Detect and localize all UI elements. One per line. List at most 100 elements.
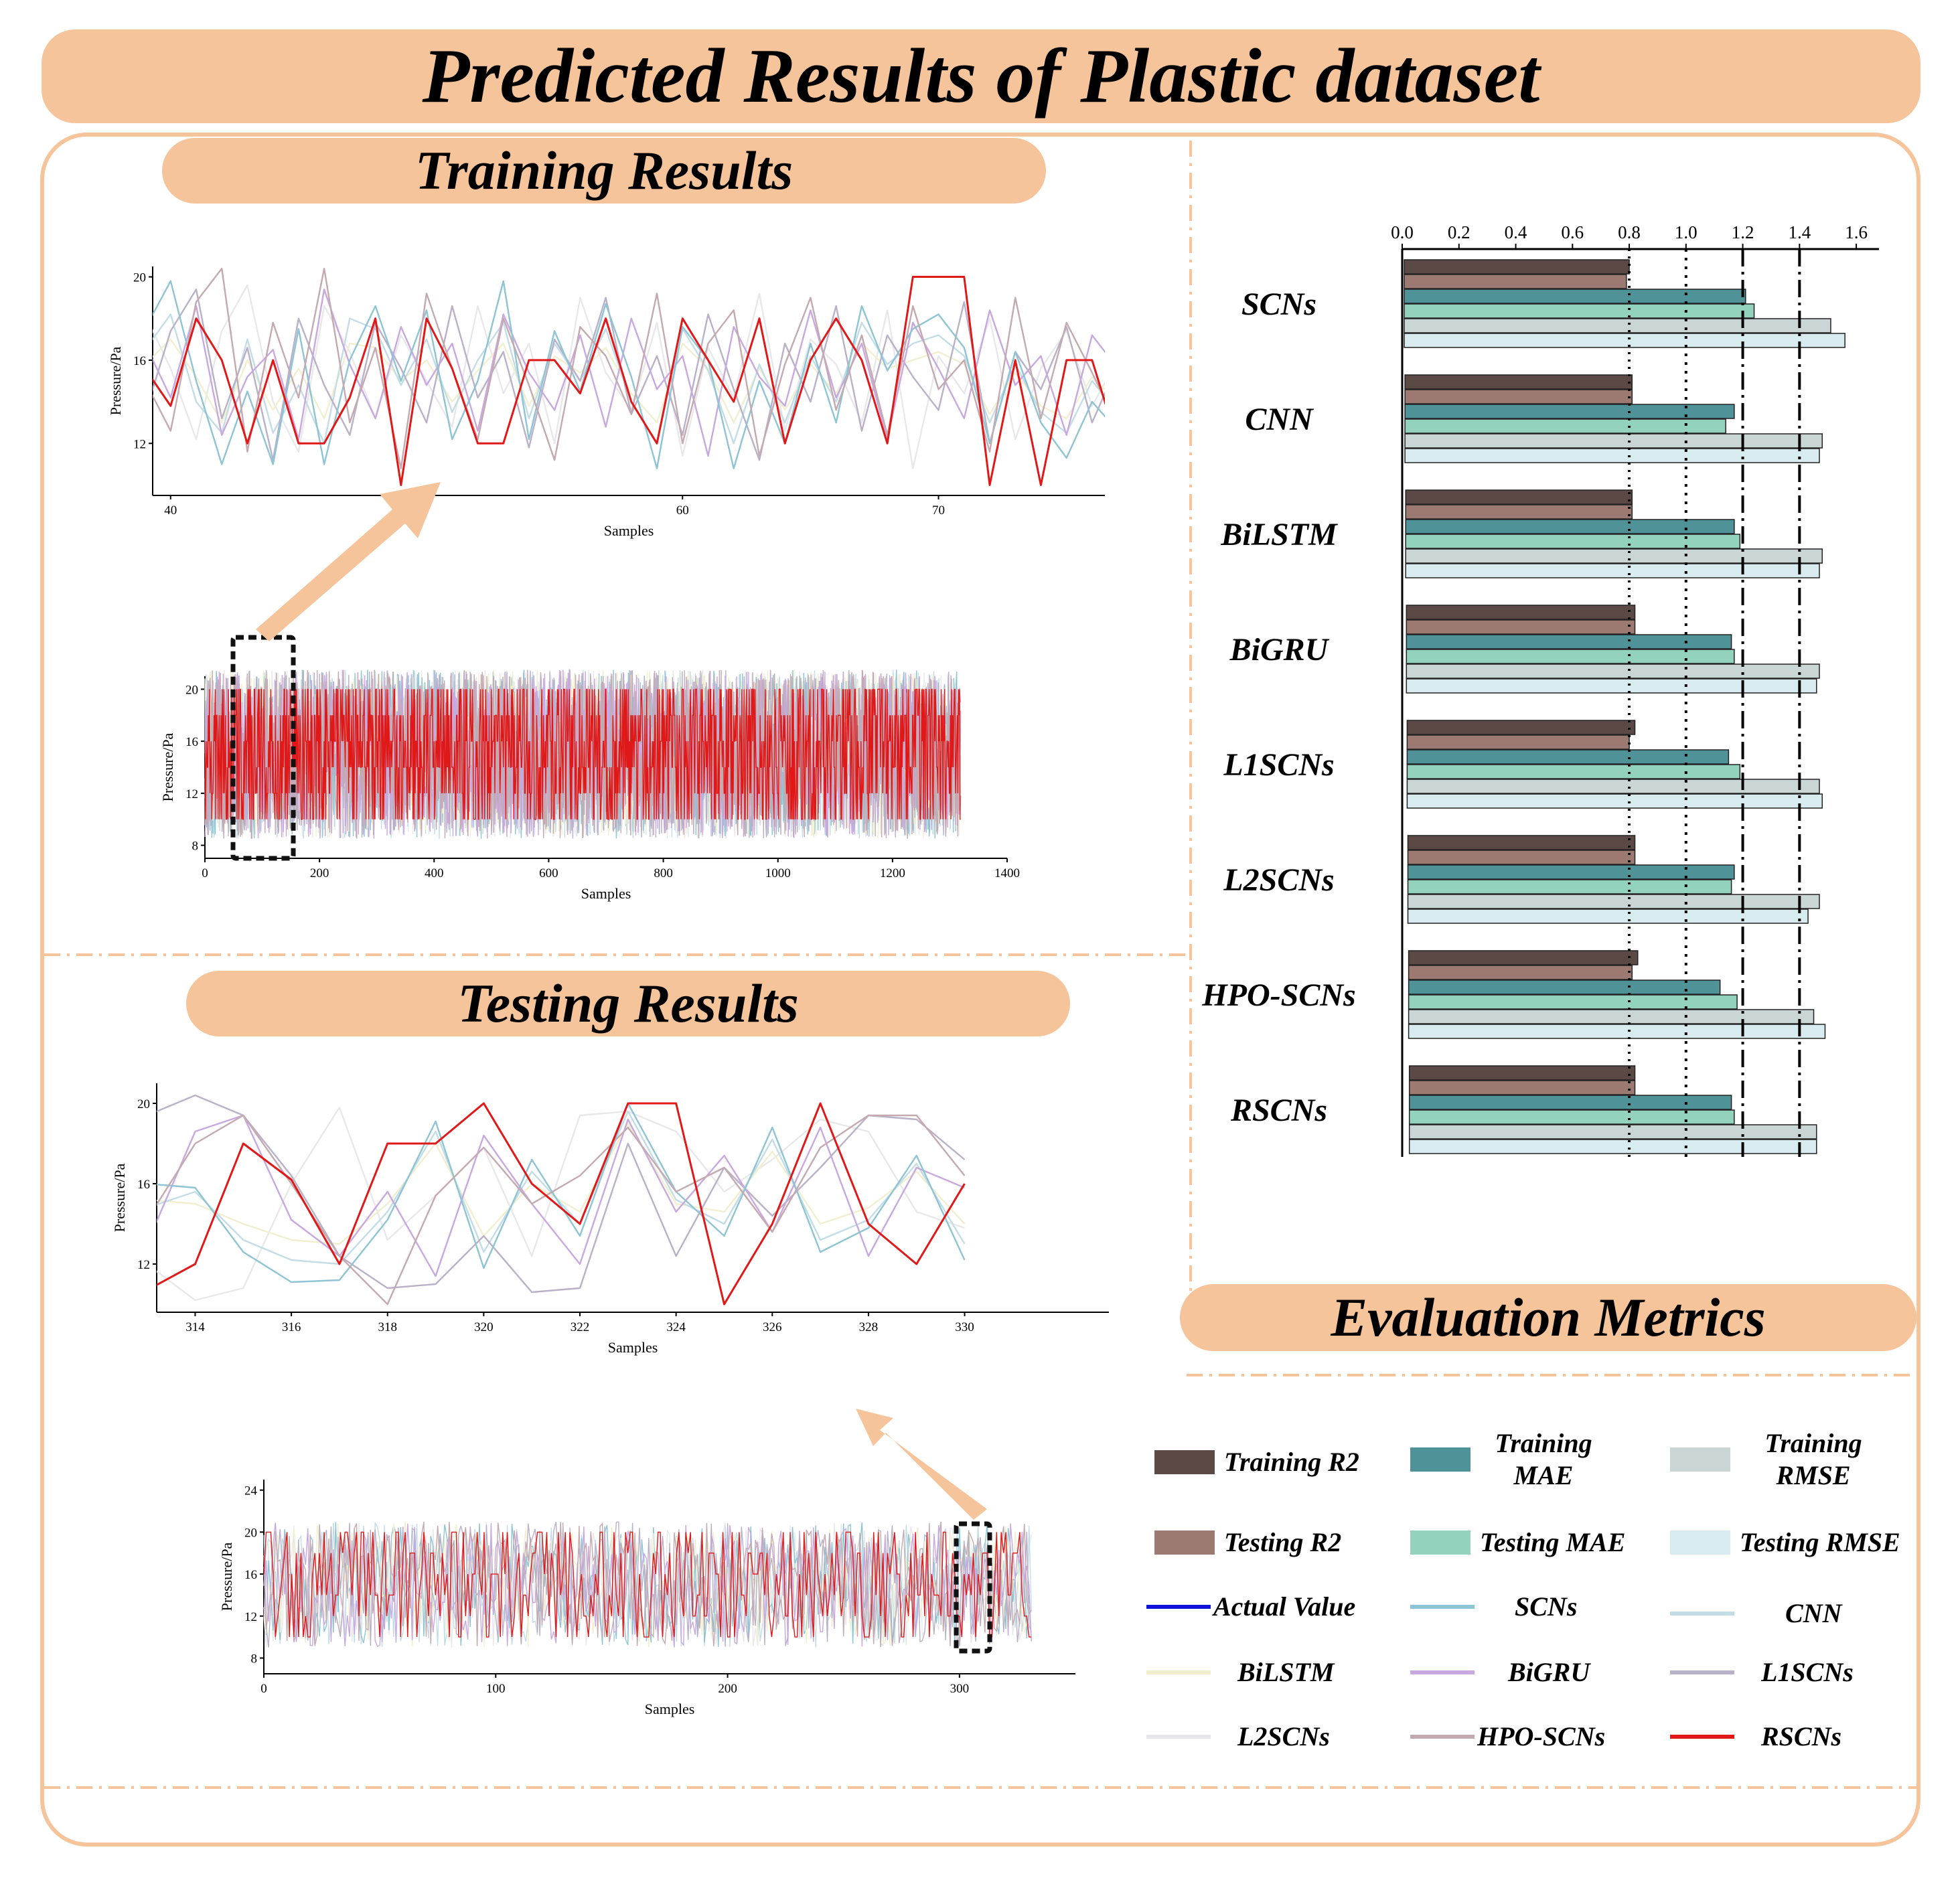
x-tick-label: 300 — [950, 1682, 970, 1696]
bar-testing-r2 — [1404, 389, 1633, 404]
training-banner: Training Results — [162, 138, 1046, 204]
x-tick-label: 1400 — [994, 866, 1020, 880]
legend-scns: SCNs — [1410, 1591, 1577, 1623]
y-tick-label: 8 — [251, 1652, 258, 1666]
x-tick-label: 0.2 — [1448, 222, 1471, 242]
legend-line — [1670, 1735, 1734, 1739]
x-axis-label: Samples — [581, 885, 631, 902]
bar-training-r2 — [1405, 489, 1633, 505]
x-tick-label: 1200 — [880, 866, 905, 880]
bar-testing-r2 — [1404, 274, 1627, 289]
bar-testing-r2 — [1407, 850, 1636, 865]
bar-testing-r2 — [1408, 1080, 1636, 1095]
testing-title: Testing Results — [457, 973, 799, 1034]
y-tick-label: 16 — [133, 354, 146, 368]
x-tick-label: 400 — [425, 866, 444, 880]
bar-testing-mae — [1408, 994, 1738, 1010]
legend-line — [1410, 1670, 1475, 1674]
category-label: HPO-SCNs — [1201, 977, 1355, 1013]
legend-line — [1146, 1670, 1211, 1674]
x-tick-label: 0.8 — [1618, 222, 1641, 242]
series-group — [204, 669, 962, 840]
legend-swatch — [1410, 1530, 1471, 1555]
bar-training-r2 — [1408, 950, 1639, 965]
bar-testing-rmse — [1406, 678, 1817, 694]
series-line-scns — [157, 1102, 966, 1283]
bar-training-mae — [1404, 289, 1746, 304]
title-banner: Predicted Results of Plastic dataset — [42, 29, 1920, 123]
category-label: SCNs — [1241, 287, 1316, 322]
legend-actual-value: Actual Value — [1146, 1591, 1355, 1623]
x-tick-label: 324 — [666, 1320, 686, 1334]
series-line-bigru — [157, 1114, 965, 1277]
x-tick-label: 316 — [282, 1320, 301, 1334]
y-axis-label: Pressure/Pa — [159, 732, 176, 801]
legend-label: Actual Value — [1213, 1591, 1356, 1622]
bar-training-rmse — [1406, 779, 1820, 794]
legend-training-r2: Training R2 — [1154, 1446, 1359, 1478]
y-tick-label: 16 — [137, 1178, 150, 1192]
series-line-l2scns — [153, 284, 1105, 469]
bar-training-r2 — [1406, 605, 1636, 620]
legend-swatch — [1154, 1530, 1215, 1555]
x-tick-label: 0.6 — [1561, 222, 1584, 242]
series-line-l1scns — [157, 1094, 966, 1293]
x-tick-label: 70 — [932, 503, 945, 518]
legend-line — [1410, 1605, 1475, 1609]
category-label: BiGRU — [1229, 632, 1330, 668]
x-axis-label: Samples — [604, 522, 654, 539]
legend-line — [1670, 1612, 1734, 1616]
x-tick-label: 1.6 — [1845, 222, 1868, 242]
y-tick-label: 20 — [133, 271, 146, 285]
bar-training-mae — [1408, 979, 1721, 995]
legend-line — [1410, 1735, 1475, 1739]
training-zoom-box — [230, 635, 296, 861]
legend-label: Testing RMSE — [1740, 1527, 1900, 1557]
legend: Training R2 Training MAE Training RMSE T… — [1138, 1413, 1929, 1788]
bar-testing-mae — [1408, 1109, 1735, 1125]
bar-testing-rmse — [1405, 563, 1820, 578]
series-line-l1scns — [263, 1521, 1032, 1648]
bar-testing-rmse — [1408, 1139, 1817, 1154]
x-tick-label: 1000 — [765, 866, 791, 880]
training-title: Training Results — [414, 140, 794, 201]
y-tick-label: 20 — [137, 1097, 150, 1111]
bar-training-r2 — [1406, 720, 1636, 735]
category-label: RSCNs — [1230, 1093, 1327, 1128]
x-tick-label: 200 — [310, 866, 329, 880]
x-tick-label: 330 — [955, 1320, 974, 1334]
category-label: L2SCNs — [1223, 862, 1334, 898]
y-tick-label: 16 — [244, 1568, 257, 1582]
bar-training-r2 — [1404, 259, 1630, 274]
x-tick-label: 320 — [474, 1320, 494, 1334]
bar-training-mae — [1405, 519, 1735, 534]
series-line-l1scns — [153, 289, 1105, 461]
x-tick-label: 0.0 — [1391, 222, 1414, 242]
bar-training-mae — [1404, 404, 1735, 419]
legend-training-mae: Training MAE — [1410, 1427, 1607, 1492]
legend-testing-r2: Testing R2 — [1154, 1526, 1341, 1559]
x-tick-label: 0 — [202, 866, 208, 880]
legend-label: Training MAE — [1495, 1428, 1592, 1490]
legend-hpo-scns: HPO-SCNs — [1410, 1721, 1605, 1753]
y-tick-label: 12 — [244, 1610, 257, 1624]
outer-frame — [40, 133, 1920, 1847]
bar-training-mae — [1407, 864, 1735, 880]
x-tick-label: 100 — [486, 1682, 506, 1696]
category-label: CNN — [1245, 402, 1314, 437]
bar-testing-mae — [1404, 418, 1726, 434]
series-group — [157, 1094, 966, 1306]
bar-testing-r2 — [1405, 504, 1633, 520]
legend-label: Training RMSE — [1764, 1428, 1862, 1490]
legend-label: SCNs — [1515, 1591, 1578, 1622]
page-title: Predicted Results of Plastic dataset — [422, 33, 1540, 119]
series-line-hpo-scns — [263, 1521, 1032, 1648]
metrics-banner: Evaluation Metrics — [1180, 1284, 1916, 1351]
legend-label: Training R2 — [1224, 1447, 1359, 1477]
bar-training-r2 — [1404, 374, 1633, 390]
bar-testing-rmse — [1407, 909, 1809, 924]
